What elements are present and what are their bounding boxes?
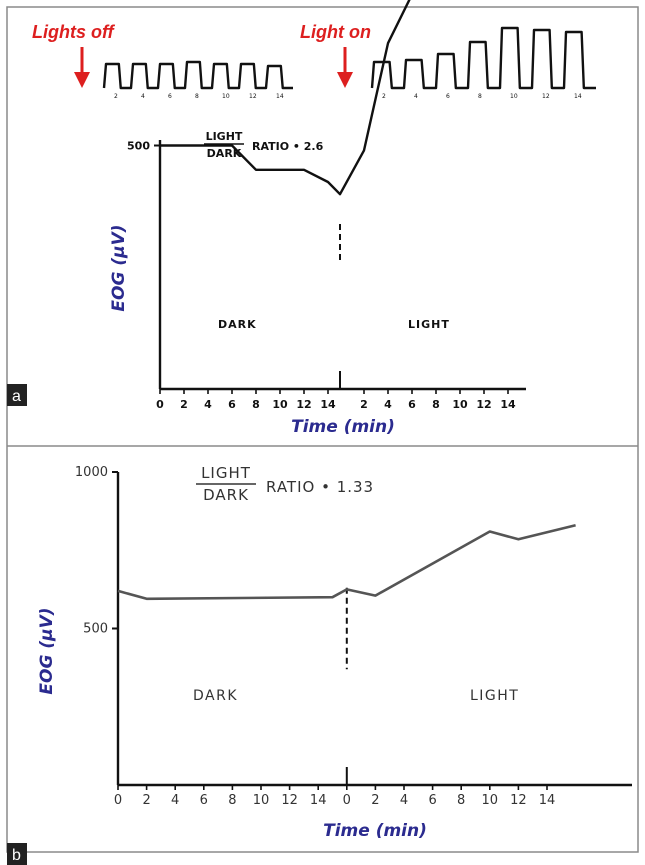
x-tick-label: 14 (310, 793, 327, 808)
x-tick-label: 6 (428, 793, 436, 808)
x-tick-label: 12 (510, 793, 527, 808)
x-tick-label: 2 (360, 398, 368, 411)
ratio-b-denominator: DARK (203, 486, 249, 504)
x-tick-label: 8 (228, 793, 236, 808)
waveform-dark-tick-label: 8 (195, 93, 199, 100)
lights-off-label: Lights off (32, 22, 116, 42)
y-tick-label: 500 (83, 622, 108, 637)
eog-waveform-dark (102, 60, 293, 90)
eog-trace-line (160, 0, 411, 196)
eog-waveform-light (370, 26, 596, 90)
waveform-dark-tick-label: 14 (276, 93, 284, 100)
waveform-dark-tick-label: 10 (222, 93, 230, 100)
outer-frame (6, 6, 639, 853)
x-tick-label: 14 (500, 398, 516, 411)
x-tick-label: 4 (171, 793, 179, 808)
waveform-dark-tick-label: 4 (141, 93, 145, 100)
x-axis-label-b: Time (min) (323, 821, 427, 841)
waveform-light-tick-label: 10 (510, 93, 518, 100)
light-region-label-a: LIGHT (408, 318, 450, 331)
waveform-light-tick-label: 12 (542, 93, 550, 100)
y-axis-label-b: EOG (μV) (37, 607, 57, 694)
ratio-a-numerator: LIGHT (206, 130, 243, 143)
light-on-label: Light on (300, 22, 371, 42)
eog-trace-line (117, 523, 576, 601)
waveform-light-tick-label: 8 (478, 93, 482, 100)
waveform-dark-tick-label: 12 (249, 93, 257, 100)
x-tick-label: 10 (272, 398, 288, 411)
axes-b: 500 1000 0 2 4 6 8 10 12 14 0 2 4 6 8 10 12 14 (75, 465, 632, 808)
ratio-a-value: RATIO • 2.6 (252, 140, 324, 153)
x-tick-label: 6 (408, 398, 416, 411)
panel-tag-a-bg (7, 384, 27, 406)
ratio-b-value: RATIO • 1.33 (266, 478, 374, 496)
x-tick-label: 0 (343, 793, 351, 808)
axes-a: 5001000024681012142468101214 (127, 140, 526, 411)
x-tick-label: 4 (400, 793, 408, 808)
light-region-label-b: LIGHT (470, 688, 519, 704)
x-tick-label: 14 (320, 398, 336, 411)
x-tick-label: 10 (452, 398, 468, 411)
waveform-light-tick-label: 14 (574, 93, 582, 100)
x-axis-label-a: Time (min) (291, 417, 395, 437)
x-tick-label: 6 (228, 398, 236, 411)
waveform-light-tick-label: 6 (446, 93, 450, 100)
x-tick-label: 2 (371, 793, 379, 808)
x-tick-label: 14 (539, 793, 556, 808)
waveform-dark-tick-label: 2 (114, 93, 118, 100)
x-tick-label: 8 (252, 398, 260, 411)
lights-off-arrow (74, 47, 90, 88)
x-tick-label: 8 (432, 398, 440, 411)
x-tick-label: 10 (482, 793, 499, 808)
ratio-b-numerator: LIGHT (201, 464, 251, 482)
x-tick-label: 10 (253, 793, 270, 808)
x-tick-label: 4 (204, 398, 212, 411)
x-tick-label: 0 (156, 398, 164, 411)
dark-region-label-a: DARK (218, 318, 257, 331)
dark-region-label-b: DARK (193, 688, 238, 704)
waveform-light-tick-label: 4 (414, 93, 418, 100)
x-tick-label: 12 (281, 793, 298, 808)
waveform-light-tick-label: 2 (382, 93, 386, 100)
x-tick-label: 12 (476, 398, 491, 411)
x-tick-label: 4 (384, 398, 392, 411)
ratio-a-denominator: DARK (207, 147, 242, 160)
panel-tag-b-bg (7, 843, 27, 865)
panel-tag-b: b (12, 847, 21, 864)
y-tick-label: 500 (127, 140, 150, 153)
waveform-dark-tick-label: 6 (168, 93, 172, 100)
panel-tag-a: a (12, 388, 21, 405)
waveform-labels: 2 4 6 8 10 12 14 2 4 6 8 10 12 14 (114, 93, 582, 100)
light-on-arrow (337, 47, 353, 88)
x-tick-label: 2 (142, 793, 150, 808)
y-axis-label-a: EOG (μV) (109, 224, 129, 311)
x-tick-label: 6 (200, 793, 208, 808)
y-tick-label: 1000 (75, 465, 108, 480)
x-tick-label: 12 (296, 398, 311, 411)
plot-a (160, 0, 411, 196)
x-tick-label: 0 (114, 793, 122, 808)
x-tick-label: 8 (457, 793, 465, 808)
x-tick-label: 2 (180, 398, 188, 411)
plot-b (117, 523, 576, 601)
